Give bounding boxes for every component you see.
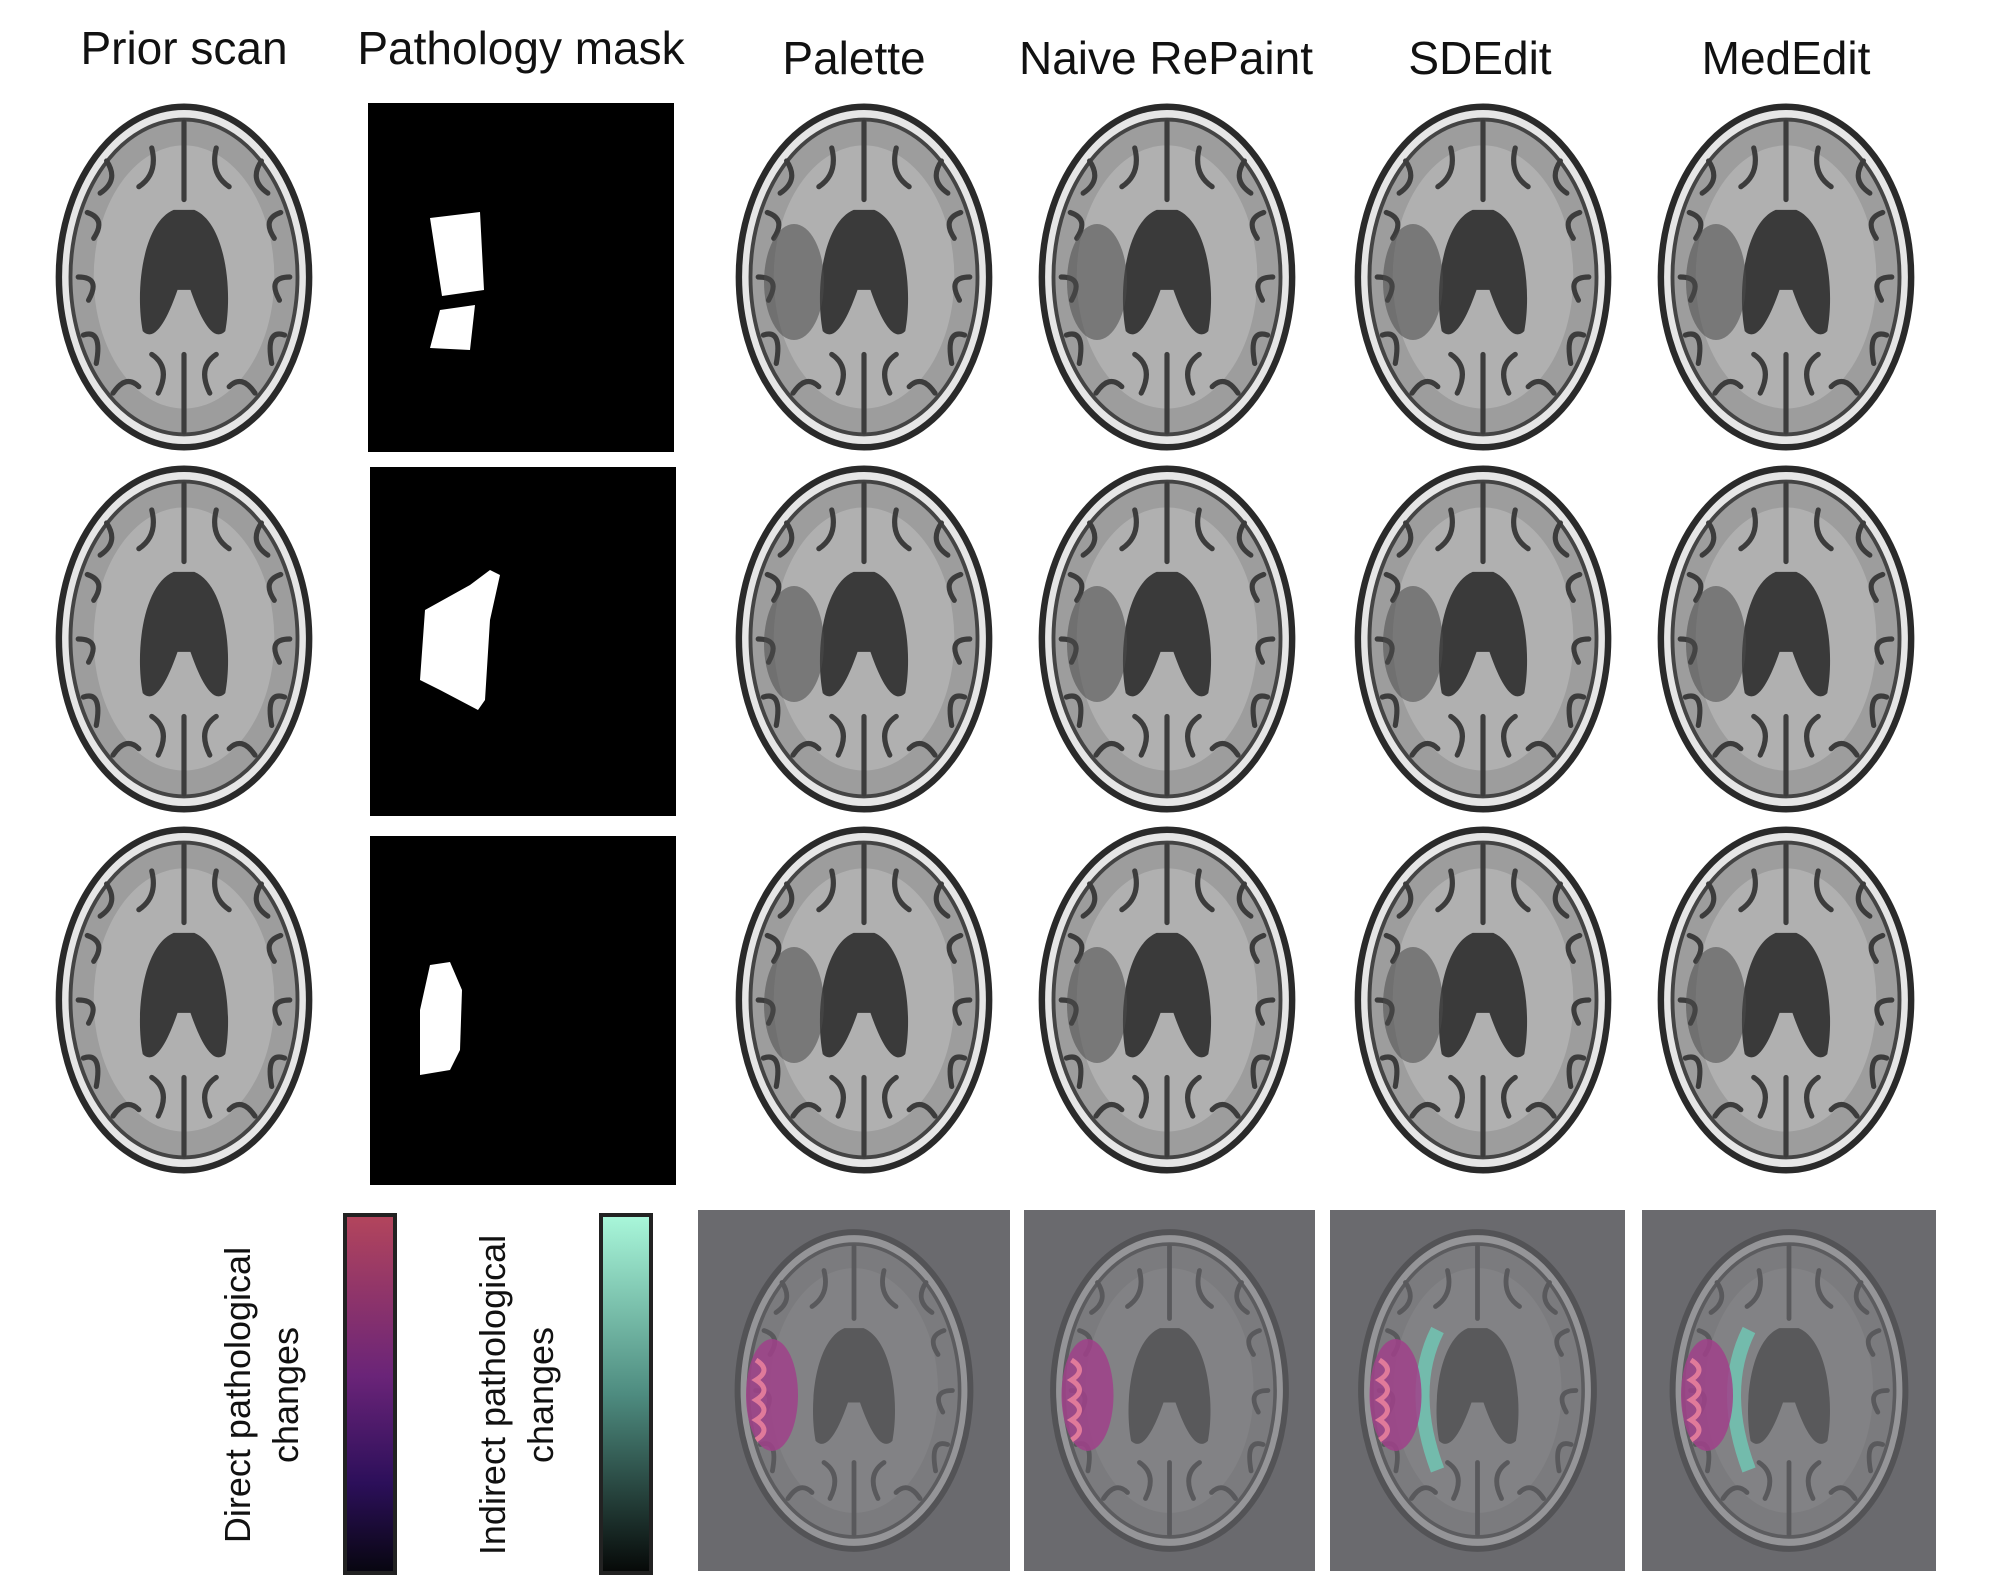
direct-change (1374, 1357, 1390, 1443)
column-header: Naive RePaint (1019, 32, 1313, 84)
indirect-change (1415, 1326, 1445, 1473)
brain-scan (59, 107, 309, 448)
direct-change (746, 1339, 798, 1451)
lesion (1067, 224, 1127, 340)
mask (368, 103, 674, 452)
colorbars: Direct pathological changes Indirect pat… (217, 1213, 653, 1575)
lesion (1686, 947, 1746, 1063)
mask (370, 467, 676, 816)
column-header: Pathology mask (357, 22, 685, 74)
mask-region (420, 570, 500, 710)
direct-change (1686, 1357, 1702, 1443)
brain-grid (59, 107, 1911, 1171)
difference-maps (698, 1210, 1936, 1571)
colorbar (343, 1213, 397, 1575)
brain-scan (59, 830, 309, 1171)
mask-region (430, 212, 484, 350)
lesion (1686, 224, 1746, 340)
direct-change (1681, 1339, 1733, 1451)
direct-change (1369, 1339, 1422, 1451)
lesion (1686, 586, 1746, 702)
lesion (1067, 586, 1127, 702)
direct-change (1061, 1339, 1114, 1451)
brain-scan (59, 469, 309, 810)
mask-region (420, 962, 462, 1075)
lesion (764, 947, 824, 1063)
lesion (1383, 947, 1443, 1063)
column-headers: Prior scan Pathology mask Palette Naive … (80, 22, 1870, 84)
colorbar-label: Indirect pathological (472, 1235, 513, 1555)
lesion (1383, 224, 1443, 340)
column-header: SDEdit (1408, 32, 1551, 84)
column-header: Prior scan (80, 22, 287, 74)
lesion (764, 586, 824, 702)
indirect-change (1727, 1326, 1756, 1473)
mask (370, 836, 676, 1185)
direct-change (1066, 1357, 1082, 1443)
colorbar-label: changes (520, 1327, 561, 1463)
pathology-masks (368, 103, 676, 1185)
colorbar (599, 1213, 653, 1575)
lesion (764, 224, 824, 340)
lesion (1383, 586, 1443, 702)
colorbar-label: Direct pathological (217, 1247, 258, 1543)
column-header: Palette (782, 32, 925, 84)
colorbar-label: changes (265, 1327, 306, 1463)
lesion (1067, 947, 1127, 1063)
direct-change (751, 1357, 767, 1443)
column-header: MedEdit (1702, 32, 1871, 84)
